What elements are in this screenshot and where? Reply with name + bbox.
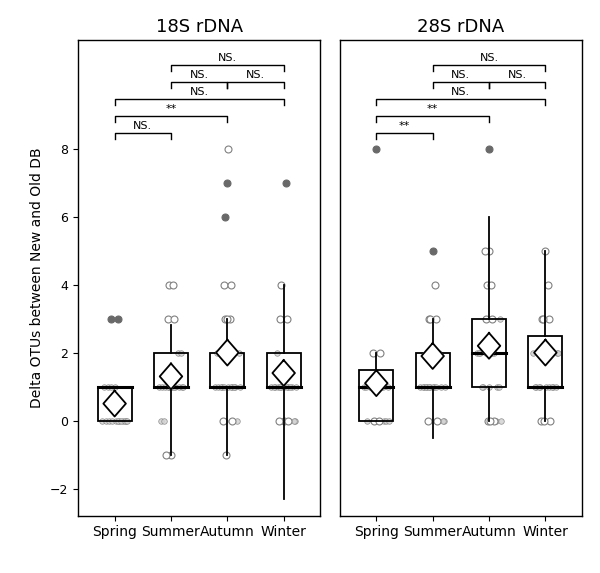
Bar (211, 352, 244, 387)
Title: 28S rDNA: 28S rDNA (417, 18, 505, 36)
Polygon shape (272, 360, 295, 386)
Bar (472, 319, 506, 387)
Text: NS.: NS. (479, 53, 499, 63)
Text: **: ** (399, 121, 410, 131)
Text: NS.: NS. (190, 70, 209, 80)
Polygon shape (478, 333, 500, 359)
Polygon shape (365, 370, 388, 396)
Bar (267, 352, 301, 387)
Text: NS.: NS. (508, 70, 527, 80)
Bar (416, 352, 449, 387)
Bar (359, 370, 393, 421)
Bar (154, 352, 188, 387)
Y-axis label: Delta OTUs between New and Old DB: Delta OTUs between New and Old DB (31, 148, 44, 408)
Text: NS.: NS. (190, 87, 209, 97)
Polygon shape (216, 340, 239, 366)
Text: NS.: NS. (133, 121, 152, 131)
Polygon shape (103, 391, 126, 417)
Polygon shape (421, 343, 444, 369)
Text: **: ** (166, 104, 176, 114)
Polygon shape (534, 340, 557, 366)
Bar (98, 387, 131, 421)
Text: NS.: NS. (246, 70, 265, 80)
Title: 18S rDNA: 18S rDNA (155, 18, 243, 36)
Bar (529, 336, 562, 387)
Polygon shape (160, 363, 182, 389)
Text: NS.: NS. (451, 87, 470, 97)
Text: **: ** (427, 104, 438, 114)
Text: NS.: NS. (451, 70, 470, 80)
Text: NS.: NS. (218, 53, 237, 63)
